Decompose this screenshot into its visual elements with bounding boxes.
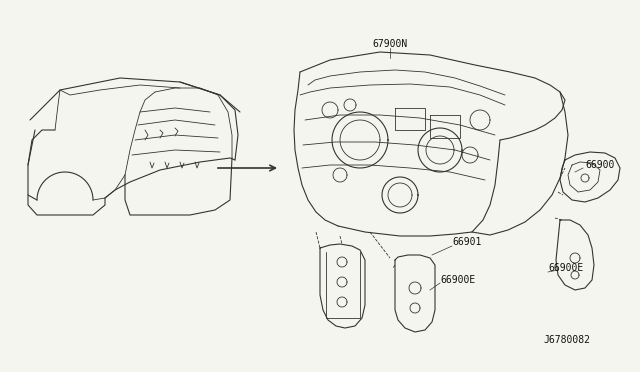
- Text: J6780082: J6780082: [543, 335, 590, 345]
- Text: 66900: 66900: [585, 160, 614, 170]
- Text: 67900N: 67900N: [372, 39, 407, 49]
- Text: 66900E: 66900E: [548, 263, 583, 273]
- Text: 66901: 66901: [452, 237, 481, 247]
- Text: 66900E: 66900E: [440, 275, 476, 285]
